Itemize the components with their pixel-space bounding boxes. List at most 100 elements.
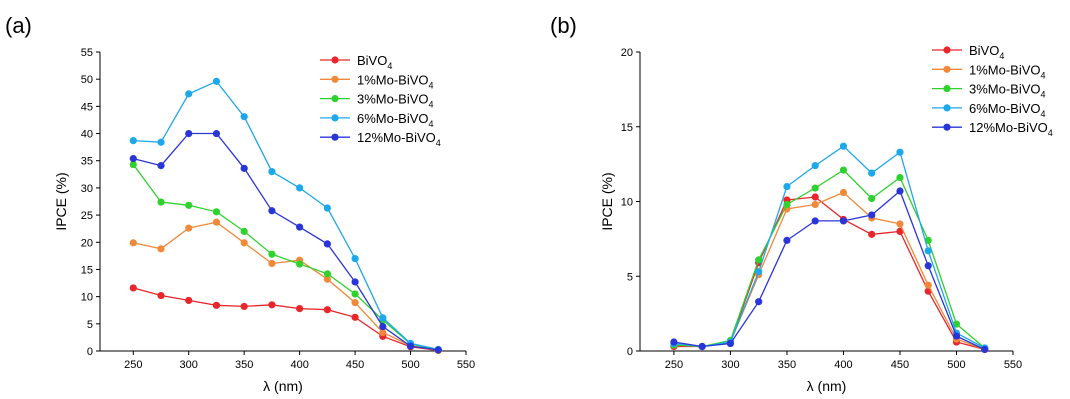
series-line <box>133 132 439 351</box>
chart-a: 0 5 10 15 20 25 30 35 40 45 50 55 250 300 350 400 450 500… <box>53 47 475 394</box>
data-point <box>811 184 819 192</box>
data-point <box>379 322 387 331</box>
data-point <box>896 173 904 182</box>
legend-marker <box>331 133 339 141</box>
data-point <box>839 188 848 197</box>
x-tick-label: 400 <box>290 359 308 371</box>
legend-item: BiVO4 <box>932 43 1004 61</box>
legend-marker <box>943 85 951 93</box>
x-axis-label: λ (nm) <box>263 378 303 394</box>
data-point <box>157 198 165 206</box>
x-tick-label: 550 <box>1004 359 1022 371</box>
data-point <box>185 224 193 232</box>
legend-item: 1%Mo-BiVO4 <box>320 72 434 90</box>
series-line <box>133 221 439 352</box>
data-point <box>212 129 221 138</box>
data-point <box>868 169 876 177</box>
y-tick-label: 0 <box>627 346 633 358</box>
y-tick-label: 10 <box>81 292 93 304</box>
legend-label: BiVO4 <box>357 53 392 71</box>
data-point <box>351 299 359 307</box>
data-point <box>755 256 763 264</box>
data-point <box>351 290 359 298</box>
data-point <box>952 332 961 340</box>
legend-label: 1%Mo-BiVO4 <box>357 72 434 90</box>
y-tick-label: 45 <box>81 101 93 113</box>
x-tick-label: 250 <box>665 359 683 371</box>
legend-label: 12%Mo-BiVO4 <box>357 130 441 148</box>
data-point <box>811 200 819 209</box>
data-point <box>268 207 276 215</box>
y-tick-label: 15 <box>621 122 633 134</box>
data-point <box>924 236 932 244</box>
data-point <box>323 270 331 278</box>
x-tick-label: 500 <box>947 359 965 371</box>
data-point <box>240 113 248 121</box>
data-point <box>670 338 678 346</box>
y-tick-label: 0 <box>87 346 93 358</box>
data-point <box>129 160 137 169</box>
data-point <box>896 148 904 156</box>
x-tick-label: 300 <box>721 359 739 371</box>
y-axis-label: IPCE (%) <box>53 172 69 230</box>
data-point <box>868 194 876 203</box>
legend-label: 6%Mo-BiVO4 <box>969 101 1046 119</box>
data-point <box>157 162 165 170</box>
data-point <box>811 193 819 201</box>
data-point <box>351 254 359 263</box>
legend-item: 6%Mo-BiVO4 <box>932 101 1046 119</box>
y-tick-label: 15 <box>81 264 93 276</box>
data-point <box>783 182 791 191</box>
x-tick-label: 500 <box>401 359 419 371</box>
y-tick-label: 35 <box>81 156 93 168</box>
x-axis-label: λ (nm) <box>807 378 847 394</box>
y-axis-label: IPCE (%) <box>599 172 615 230</box>
data-point <box>212 77 221 85</box>
y-tick-label: 50 <box>81 74 93 86</box>
data-point <box>839 142 848 150</box>
legend-marker <box>331 75 339 83</box>
y-tick-label: 10 <box>621 197 633 209</box>
data-point <box>839 217 848 225</box>
data-point <box>406 342 415 350</box>
data-point <box>924 262 932 270</box>
data-point <box>129 284 137 292</box>
legend-marker <box>331 95 339 103</box>
data-point <box>212 218 221 226</box>
y-tick-label: 5 <box>627 271 633 283</box>
legend-marker <box>943 104 951 112</box>
data-point <box>351 313 359 321</box>
data-point <box>726 339 735 348</box>
data-point <box>185 129 193 138</box>
series-line <box>133 287 439 352</box>
data-point <box>268 168 276 176</box>
data-point <box>981 345 989 354</box>
data-point <box>185 201 193 209</box>
data-point <box>185 296 193 305</box>
y-tick-label: 30 <box>81 183 93 195</box>
data-point <box>783 200 791 209</box>
series-line <box>673 189 985 351</box>
legend-marker <box>331 56 339 64</box>
data-point <box>896 187 904 195</box>
x-tick-label: 550 <box>457 359 475 371</box>
series-line <box>132 164 439 351</box>
x-tick-label: 350 <box>778 359 796 371</box>
data-point <box>212 208 221 216</box>
data-point <box>811 217 819 225</box>
data-point <box>323 240 331 248</box>
x-tick-label: 300 <box>180 359 198 371</box>
legend-label: 1%Mo-BiVO4 <box>969 62 1046 80</box>
legend-marker <box>943 46 951 54</box>
data-point <box>268 250 276 258</box>
data-point <box>157 291 165 300</box>
x-tick-label: 450 <box>891 359 909 371</box>
legend-label: 6%Mo-BiVO4 <box>357 111 434 129</box>
y-tick-label: 40 <box>81 129 93 141</box>
data-point <box>240 227 248 235</box>
legend-marker <box>943 123 951 131</box>
data-point <box>296 184 304 192</box>
data-point <box>868 230 876 238</box>
data-point <box>268 301 276 309</box>
